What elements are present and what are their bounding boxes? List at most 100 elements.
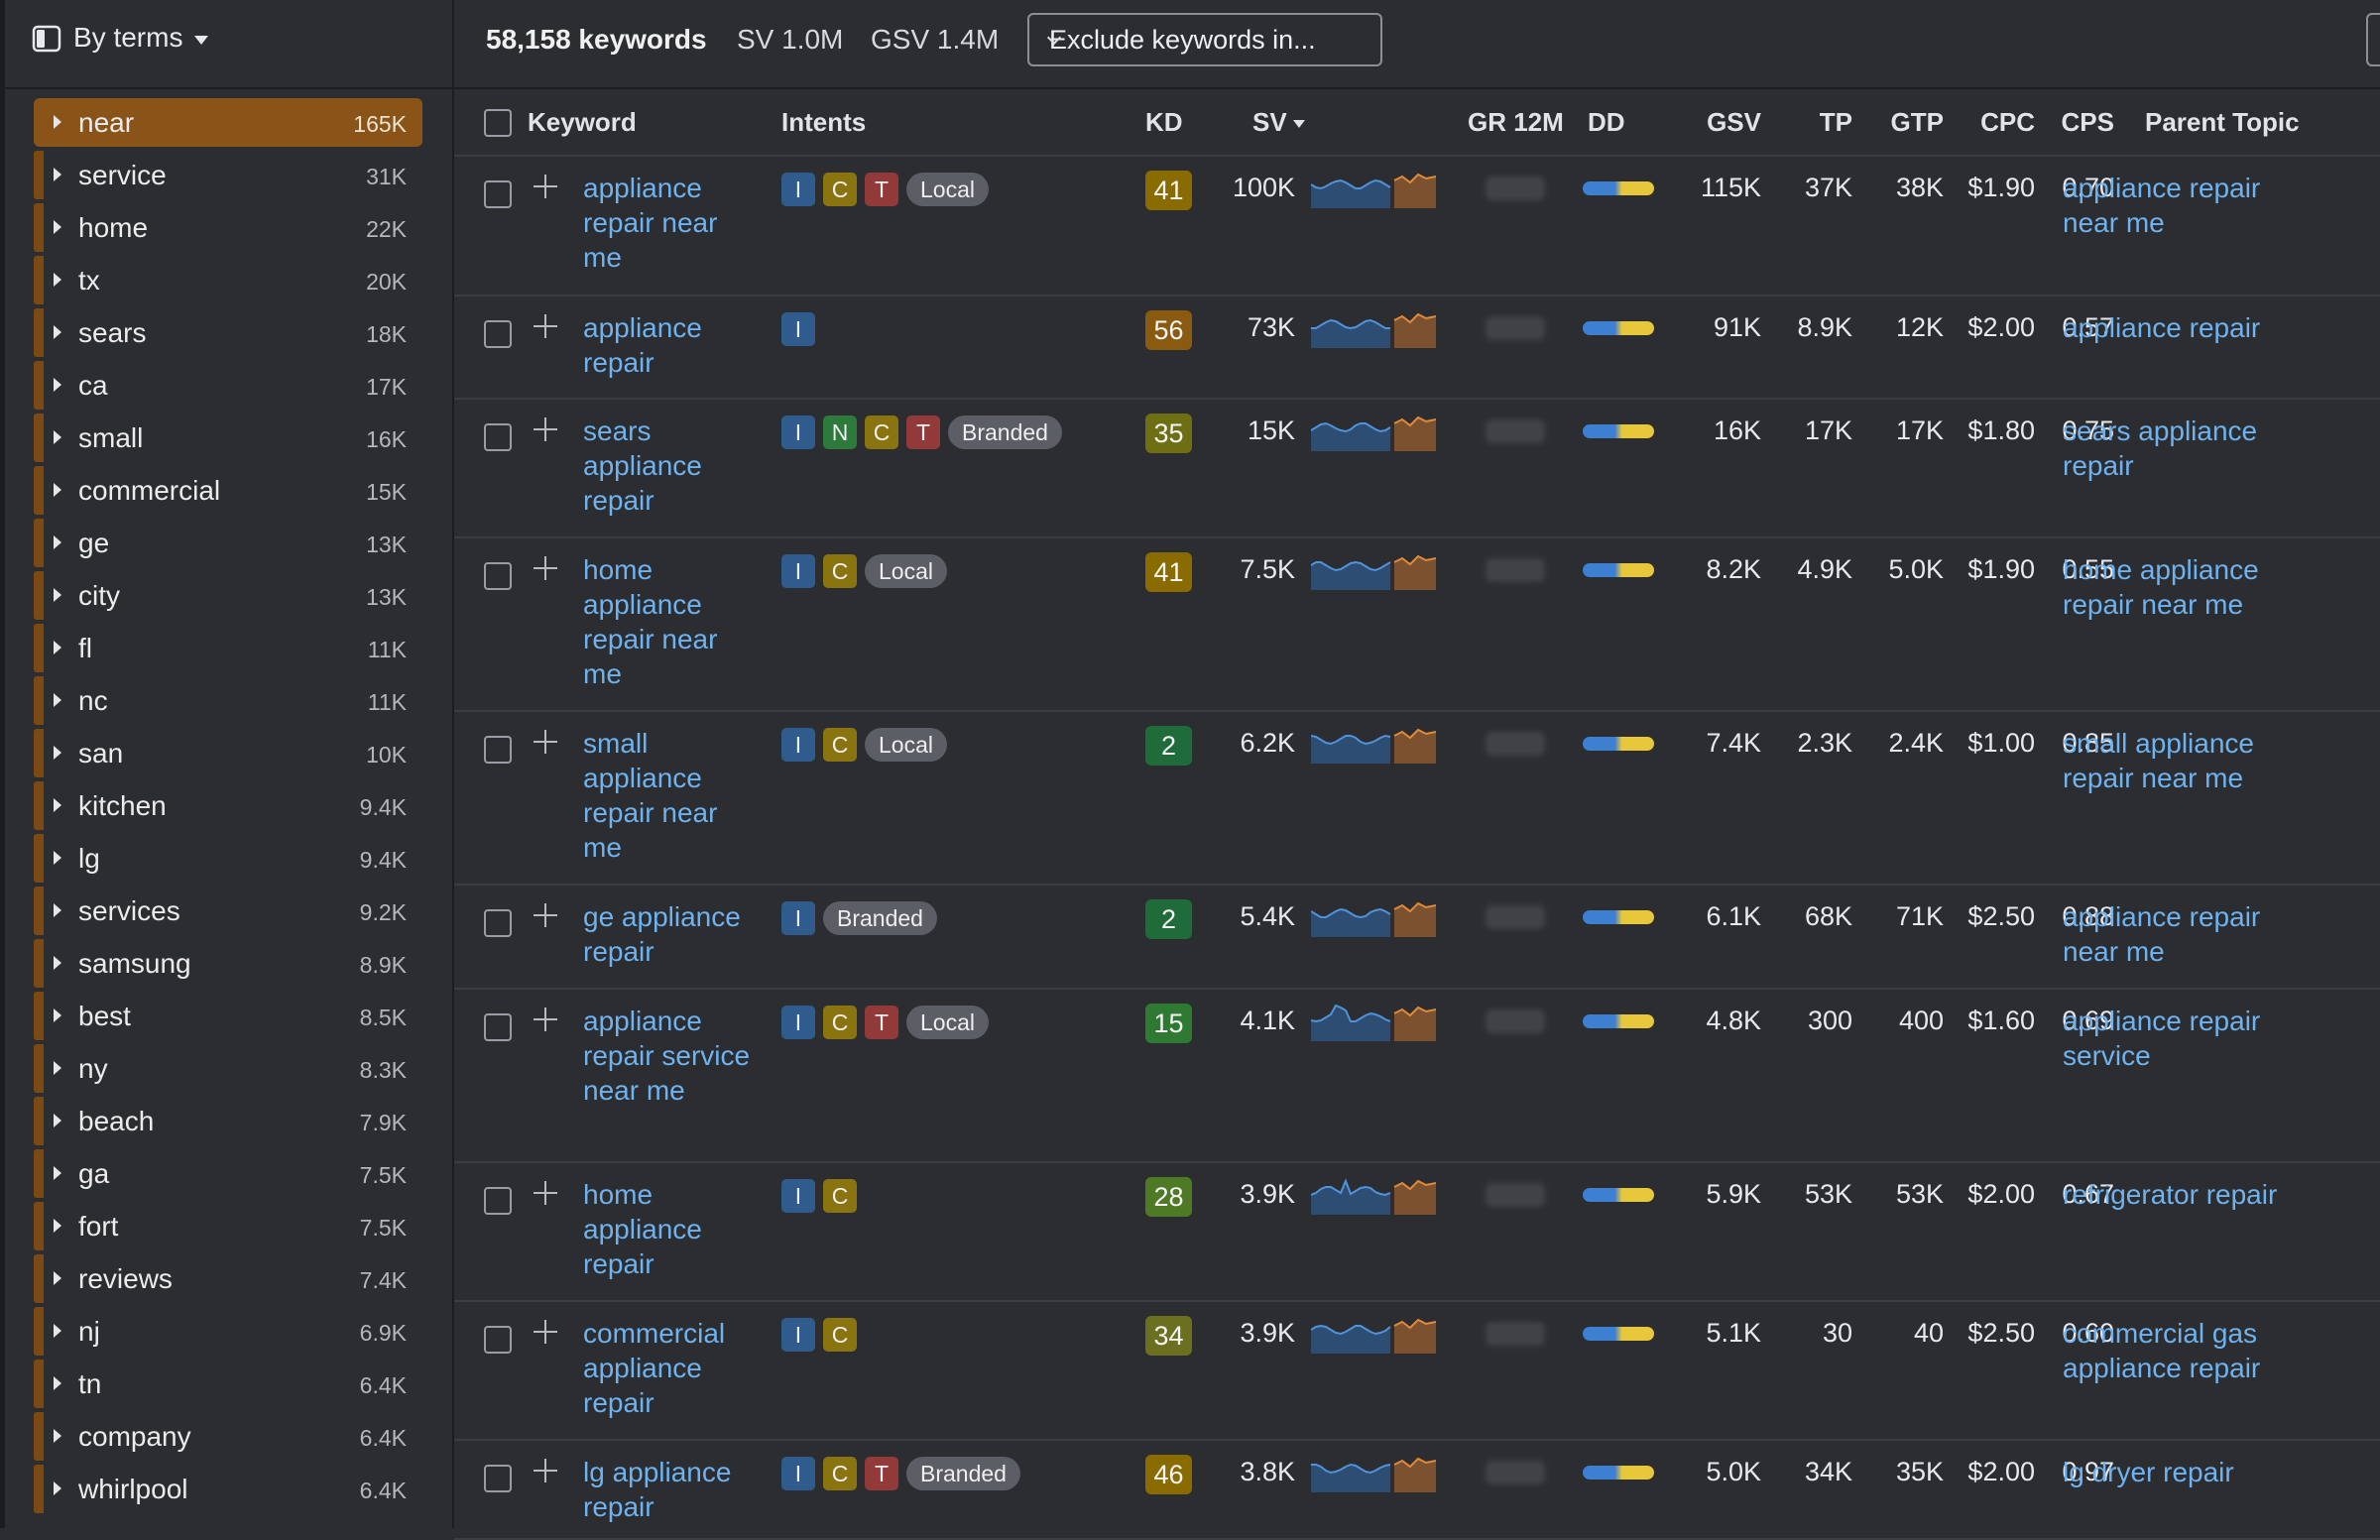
term-item[interactable]: services 9.2K <box>34 885 422 937</box>
term-item[interactable]: beach 7.9K <box>34 1095 422 1147</box>
term-item[interactable]: samsung 8.9K <box>34 937 422 990</box>
term-item[interactable]: city 13K <box>34 569 422 622</box>
keyword-link[interactable]: appliance repair near me <box>583 173 718 273</box>
expand-arrow-icon[interactable] <box>54 115 61 129</box>
row-checkbox[interactable] <box>484 1187 512 1215</box>
add-to-list-icon[interactable] <box>532 312 559 340</box>
keyword-link[interactable]: appliance repair service near me <box>583 1006 751 1106</box>
col-parent-topic[interactable]: Parent Topic <box>2145 107 2300 137</box>
add-to-list-icon[interactable] <box>532 1179 559 1207</box>
expand-arrow-icon[interactable] <box>54 1429 61 1443</box>
table-row[interactable]: home appliance repair I C 28 3.9K 5.9K 53K 53K $… <box>454 1161 2380 1302</box>
expand-arrow-icon[interactable] <box>54 430 61 444</box>
term-item[interactable]: service 31K <box>34 149 422 201</box>
keyword-link[interactable]: commercial appliance repair <box>583 1318 726 1418</box>
term-item[interactable]: ga 7.5K <box>34 1147 422 1200</box>
table-row[interactable]: sears appliance repair I N C T Branded 35 15K 16… <box>454 398 2380 538</box>
term-item[interactable]: whirlpool 6.4K <box>34 1463 422 1515</box>
table-row[interactable]: lg appliance repair I C T Branded 46 3.8K 5.0K 3… <box>454 1439 2380 1540</box>
row-checkbox[interactable] <box>484 909 512 937</box>
term-item[interactable]: nj 6.9K <box>34 1305 422 1358</box>
expand-arrow-icon[interactable] <box>54 168 61 181</box>
col-sv[interactable]: SV <box>1252 107 1305 138</box>
row-checkbox[interactable] <box>484 1465 512 1492</box>
col-cpc[interactable]: CPC <box>1980 107 2035 137</box>
keyword-link[interactable]: ge appliance repair <box>583 901 741 967</box>
row-checkbox[interactable] <box>484 562 512 590</box>
col-kd[interactable]: KD <box>1145 107 1183 137</box>
parent-topic-link[interactable]: commercial gas appliance repair <box>2063 1318 2261 1383</box>
expand-arrow-icon[interactable] <box>54 798 61 812</box>
expand-arrow-icon[interactable] <box>54 273 61 287</box>
row-checkbox[interactable] <box>484 1326 512 1354</box>
term-item[interactable]: nc 11K <box>34 674 422 727</box>
expand-arrow-icon[interactable] <box>54 956 61 970</box>
parent-topic-link[interactable]: appliance repair service <box>2063 1006 2261 1071</box>
expand-arrow-icon[interactable] <box>54 1481 61 1495</box>
parent-topic-link[interactable]: appliance repair near me <box>2063 173 2261 238</box>
table-row[interactable]: ge appliance repair I Branded 2 5.4K 6.1K 68K 7… <box>454 884 2380 990</box>
row-checkbox[interactable] <box>484 1013 512 1041</box>
parent-topic-link[interactable]: appliance repair <box>2063 312 2261 343</box>
col-cps[interactable]: CPS <box>2061 107 2114 137</box>
col-tp[interactable]: TP <box>1819 107 1852 137</box>
term-item[interactable]: sears 18K <box>34 306 422 359</box>
table-row[interactable]: appliance repair service near me I C T Local… <box>454 988 2380 1163</box>
term-item[interactable]: san 10K <box>34 727 422 779</box>
toolbar-button-cut-off[interactable] <box>2366 13 2380 66</box>
parent-topic-link[interactable]: small appliance repair near me <box>2063 728 2254 793</box>
keyword-link[interactable]: home appliance repair near me <box>583 554 718 689</box>
expand-arrow-icon[interactable] <box>54 1166 61 1180</box>
expand-arrow-icon[interactable] <box>54 588 61 602</box>
expand-arrow-icon[interactable] <box>54 746 61 760</box>
parent-topic-link[interactable]: home appliance repair near me <box>2063 554 2259 620</box>
expand-arrow-icon[interactable] <box>54 1061 61 1075</box>
expand-arrow-icon[interactable] <box>54 851 61 865</box>
term-item[interactable]: fl 11K <box>34 622 422 674</box>
col-gsv[interactable]: GSV <box>1707 107 1761 137</box>
expand-arrow-icon[interactable] <box>54 1008 61 1022</box>
add-to-list-icon[interactable] <box>532 1457 559 1484</box>
parent-topic-link[interactable]: lg dryer repair <box>2063 1457 2234 1487</box>
keyword-link[interactable]: small appliance repair near me <box>583 728 718 863</box>
add-to-list-icon[interactable] <box>532 1006 559 1033</box>
expand-arrow-icon[interactable] <box>54 693 61 707</box>
term-item[interactable]: fort 7.5K <box>34 1200 422 1252</box>
keyword-link[interactable]: home appliance repair <box>583 1179 702 1279</box>
row-checkbox[interactable] <box>484 736 512 764</box>
term-item[interactable]: ca 17K <box>34 359 422 412</box>
row-checkbox[interactable] <box>484 320 512 348</box>
select-all-checkbox[interactable] <box>484 109 512 137</box>
add-to-list-icon[interactable] <box>532 554 559 582</box>
expand-arrow-icon[interactable] <box>54 325 61 339</box>
parent-topic-link[interactable]: appliance repair near me <box>2063 901 2261 967</box>
table-row[interactable]: appliance repair I 56 73K 91K 8.9K 12K $2.00 0.5… <box>454 295 2380 400</box>
keyword-link[interactable]: sears appliance repair <box>583 415 702 516</box>
expand-arrow-icon[interactable] <box>54 1114 61 1127</box>
col-keyword[interactable]: Keyword <box>528 107 637 137</box>
term-item[interactable]: ny 8.3K <box>34 1042 422 1095</box>
row-checkbox[interactable] <box>484 180 512 208</box>
expand-arrow-icon[interactable] <box>54 1376 61 1390</box>
term-item[interactable]: tx 20K <box>34 254 422 306</box>
term-item[interactable]: lg 9.4K <box>34 832 422 885</box>
add-to-list-icon[interactable] <box>532 415 559 443</box>
expand-arrow-icon[interactable] <box>54 1271 61 1285</box>
add-to-list-icon[interactable] <box>532 1318 559 1346</box>
term-item[interactable]: commercial 15K <box>34 464 422 517</box>
term-item[interactable]: near 165K <box>34 96 422 149</box>
table-row[interactable]: appliance repair near me I C T Local 41 100K 11… <box>454 155 2380 296</box>
term-item[interactable]: ge 13K <box>34 517 422 569</box>
col-gtp[interactable]: GTP <box>1890 107 1944 137</box>
expand-arrow-icon[interactable] <box>54 1324 61 1338</box>
keyword-link[interactable]: lg appliance repair <box>583 1457 732 1522</box>
table-row[interactable]: commercial appliance repair I C 34 3.9K 5.1K 3… <box>454 1300 2380 1441</box>
keyword-link[interactable]: appliance repair <box>583 312 702 378</box>
exclude-keywords-dropdown[interactable]: Exclude keywords in... <box>1027 13 1382 66</box>
term-item[interactable]: company 6.4K <box>34 1410 422 1463</box>
expand-arrow-icon[interactable] <box>54 483 61 497</box>
term-item[interactable]: reviews 7.4K <box>34 1252 422 1305</box>
term-item[interactable]: best 8.5K <box>34 990 422 1042</box>
parent-topic-link[interactable]: refrigerator repair <box>2063 1179 2278 1210</box>
term-item[interactable]: home 22K <box>34 201 422 254</box>
